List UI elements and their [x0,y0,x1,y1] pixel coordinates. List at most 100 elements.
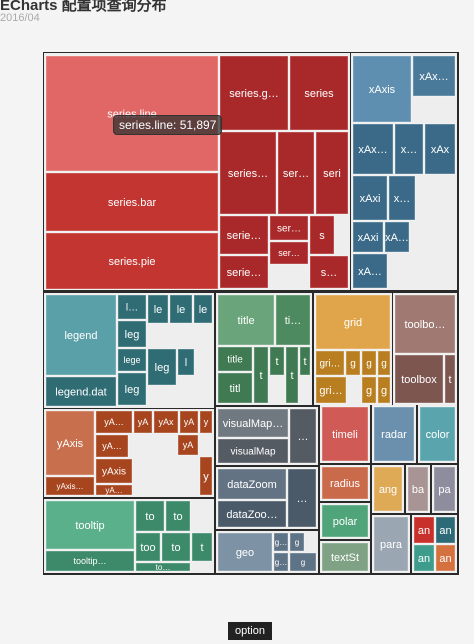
treemap-node[interactable] [45,55,219,172]
treemap-node[interactable] [373,406,415,462]
treemap-node[interactable] [45,476,95,496]
treemap-node[interactable] [45,294,117,376]
treemap-node[interactable] [117,294,147,320]
breadcrumb-option[interactable]: option [228,622,272,640]
treemap-node[interactable] [177,434,199,456]
treemap-node[interactable] [309,215,335,255]
treemap-node[interactable] [217,500,287,528]
treemap-node[interactable] [217,294,275,346]
treemap-node[interactable] [45,410,95,476]
group-polar[interactable]: polar [320,503,370,539]
treemap-node[interactable] [273,532,289,552]
treemap-node[interactable] [177,348,195,376]
treemap-node[interactable] [352,123,394,175]
treemap-node[interactable] [45,376,117,407]
treemap-node[interactable] [219,215,269,255]
treemap-node[interactable] [117,372,147,406]
treemap-node[interactable] [289,532,305,552]
treemap-node[interactable] [135,532,161,562]
treemap-node[interactable] [169,294,193,324]
treemap-node[interactable] [289,408,317,464]
treemap-node[interactable] [269,346,285,376]
treemap-node[interactable] [285,346,299,404]
treemap-node[interactable] [435,516,456,544]
treemap-node[interactable] [352,253,388,289]
treemap-node[interactable] [388,175,416,221]
treemap-node[interactable] [435,544,456,572]
group-series[interactable]: series.lineseries.barseries.pieseries.g…… [44,53,350,290]
group-xAxis[interactable]: xAxis xAx… xAx… x… xAx xAxi x… xAxi xA… xA… [351,53,457,290]
group-backgroundColor[interactable]: ba [406,465,430,513]
group-parallel[interactable]: pa [432,465,457,513]
treemap-node[interactable] [315,350,345,376]
treemap-node[interactable] [394,123,424,175]
treemap-node[interactable] [377,376,391,404]
group-timeline[interactable]: timeli [320,405,370,463]
treemap-node[interactable] [352,175,388,221]
treemap-node[interactable] [345,350,361,376]
group-toolbox[interactable]: toolbo… toolbox t [393,293,457,405]
treemap-node[interactable] [95,410,133,434]
treemap-node[interactable] [407,466,429,512]
treemap-node[interactable] [45,232,219,290]
group-parallelAxis[interactable]: para [372,515,410,573]
treemap-node[interactable] [361,350,377,376]
treemap-node[interactable] [315,376,347,404]
group-tooltip[interactable]: tooltip tooltip… to to too to t to… [44,499,214,573]
treemap-node[interactable] [289,552,317,572]
treemap-node[interactable] [161,532,191,562]
treemap-node[interactable] [147,294,169,324]
treemap-node[interactable] [199,410,213,434]
treemap-node[interactable] [193,294,213,324]
treemap-node[interactable] [219,131,277,215]
treemap-node[interactable] [147,348,177,386]
group-geo[interactable]: geo g… g g… g [216,531,318,573]
group-legend[interactable]: legend legend.dat l… le le le leg lege leg leg l [44,293,214,408]
treemap-node[interactable] [179,410,199,434]
treemap-node[interactable] [199,456,213,496]
treemap-node[interactable] [299,346,311,376]
treemap-node[interactable] [45,500,135,550]
treemap-node[interactable] [373,466,403,512]
treemap-node[interactable] [217,372,253,404]
treemap-node[interactable] [273,552,289,572]
treemap-node[interactable] [117,348,147,372]
treemap-node[interactable] [321,504,369,538]
treemap-node[interactable] [373,516,409,572]
treemap-node[interactable] [165,500,191,532]
treemap-node[interactable] [135,500,165,532]
treemap-node[interactable] [287,468,317,528]
treemap-node[interactable] [394,294,456,354]
treemap-node[interactable] [352,221,384,253]
treemap-node[interactable] [219,255,269,289]
treemap-node[interactable] [315,294,391,350]
treemap-node[interactable] [289,55,349,131]
treemap-node[interactable] [394,354,444,404]
treemap-node[interactable] [217,408,289,438]
treemap-node[interactable] [253,346,269,404]
treemap-node[interactable] [95,484,133,496]
treemap-node[interactable] [219,55,289,131]
group-angleAxis[interactable]: ang [372,465,404,513]
treemap-node[interactable] [217,346,253,372]
treemap-node[interactable] [321,466,369,500]
treemap-node[interactable] [45,550,135,572]
treemap-node[interactable] [361,376,377,404]
treemap-node[interactable] [269,215,309,241]
treemap-node[interactable] [352,55,412,123]
group-dataZoom[interactable]: dataZoomdataZoo…… [216,467,318,529]
treemap-node[interactable] [153,410,179,434]
treemap-node[interactable] [321,542,369,572]
treemap-node[interactable] [412,55,456,97]
treemap-node[interactable] [217,532,273,572]
treemap-node[interactable] [277,131,315,215]
treemap-node[interactable] [275,294,311,346]
group-radar[interactable]: radar [372,405,416,463]
treemap-node[interactable] [309,255,349,289]
treemap-node[interactable] [444,354,456,404]
treemap-node[interactable] [95,434,129,458]
